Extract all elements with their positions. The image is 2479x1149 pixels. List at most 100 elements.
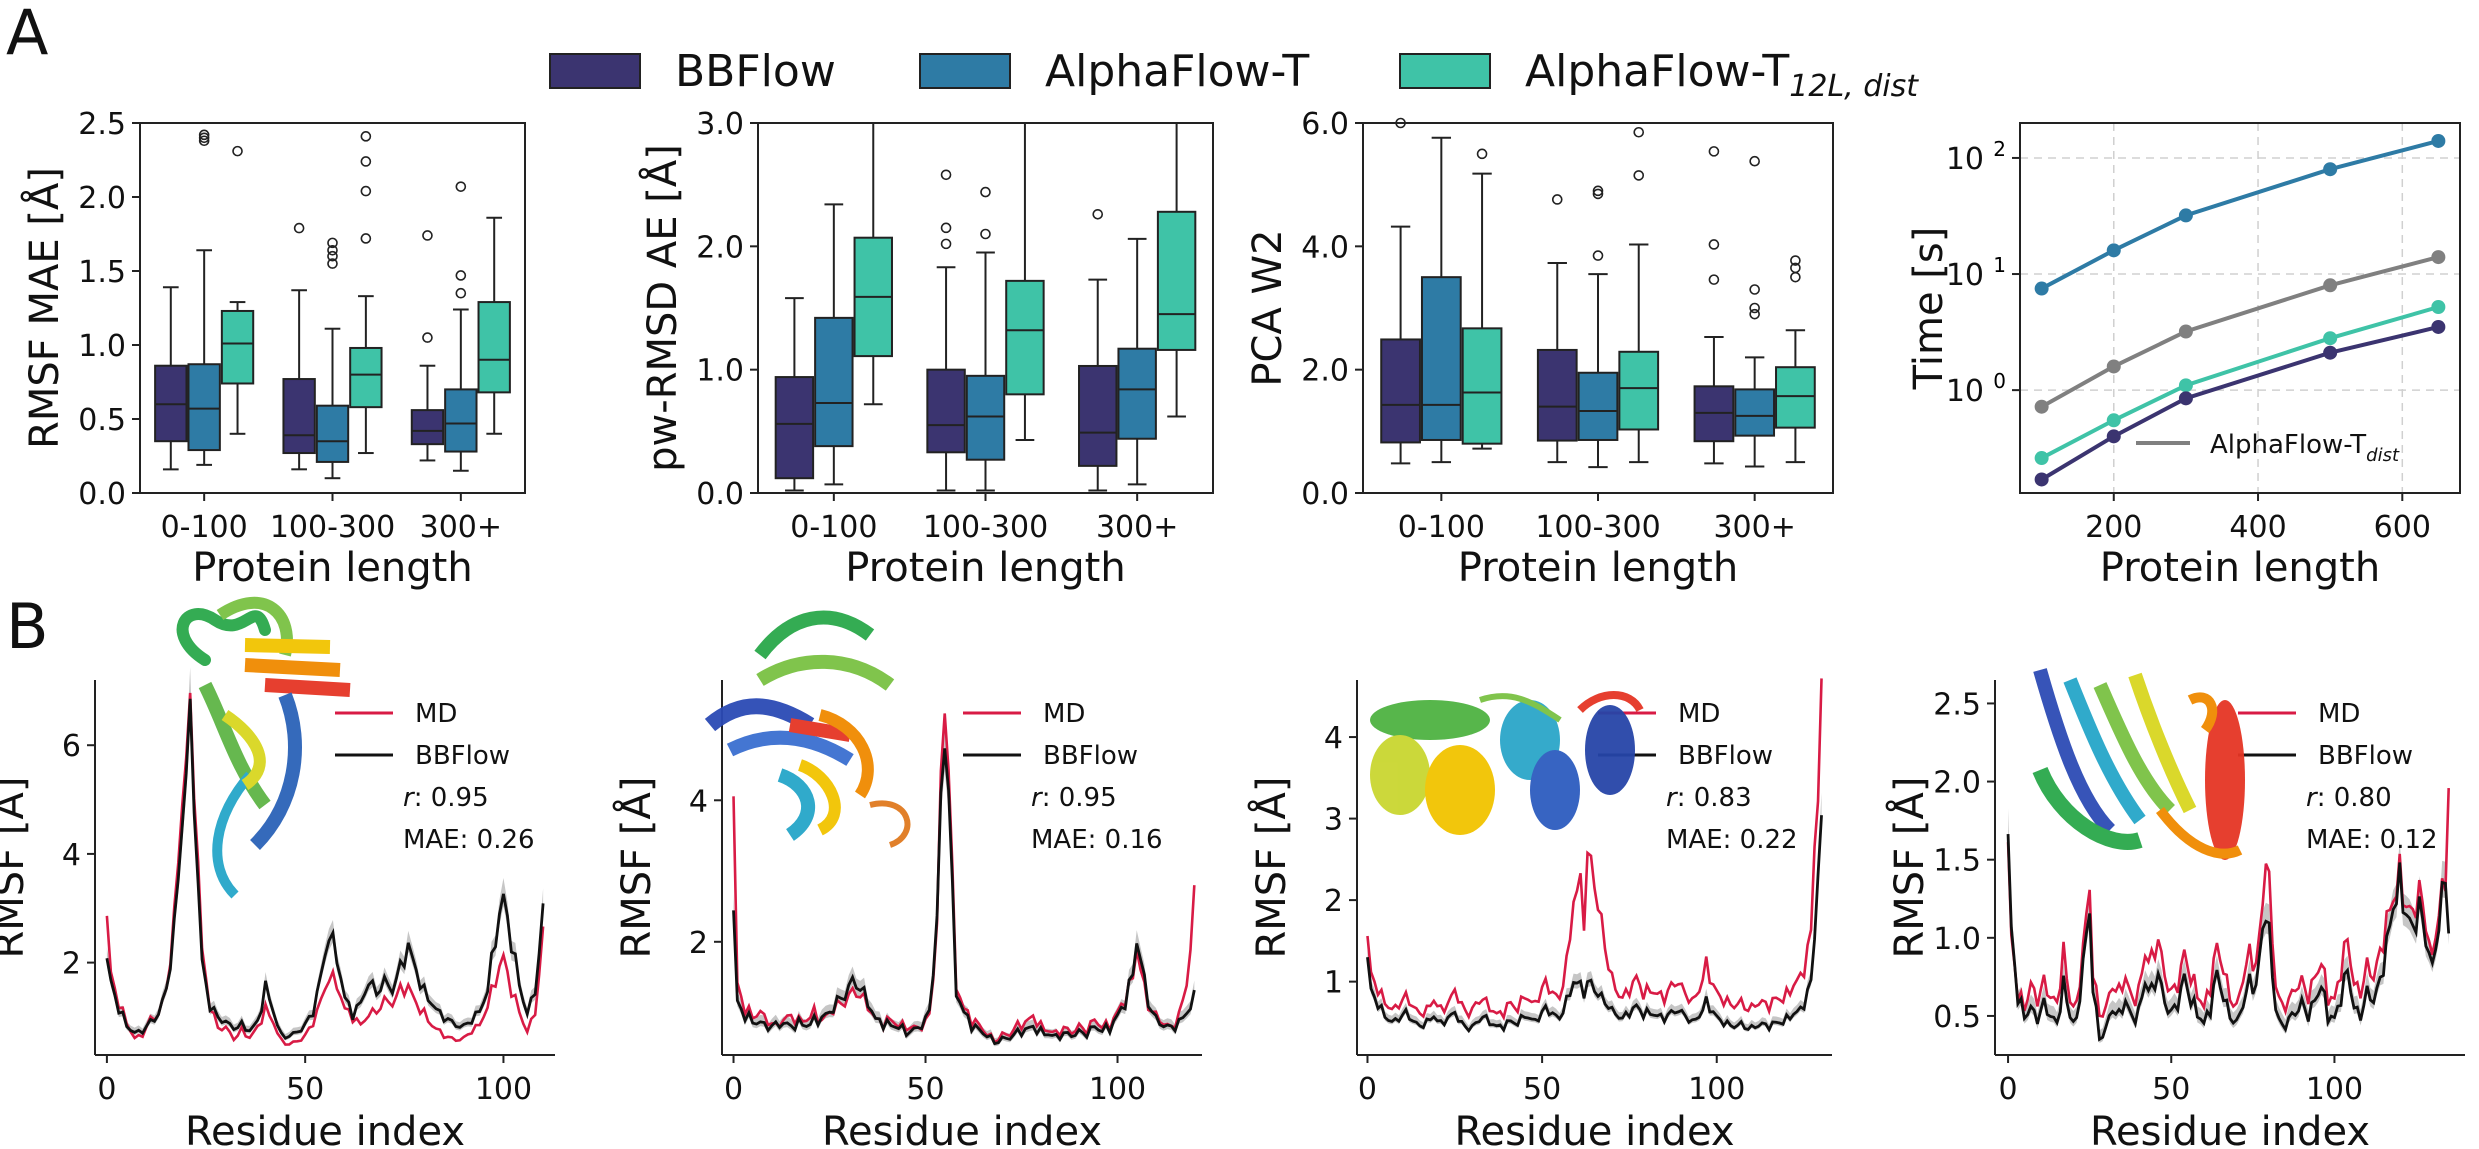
rmsf1-stat-r: r: 0.95 [403, 783, 489, 813]
rmsf4-legend-md-label: MD [2318, 699, 2360, 729]
pca_w2-BBFlow-1-flier-0 [1551, 194, 1563, 205]
rmsf_mae-ytick-label-5: 2.5 [78, 107, 126, 142]
pca_w2-AlphaFlowT-2-box [1734, 388, 1776, 437]
time-ytick-exp-2: 2 [1993, 137, 2006, 161]
pca_w2-AlphaFlowT-0-box [1420, 276, 1462, 441]
pw_rmsd_ae-xtick-label-2: 300+ [1096, 510, 1178, 545]
rmsf_mae-AlphaFlowT-1-flier-0 [327, 258, 338, 269]
time-series-AlphaFlowT-point-3 [2323, 162, 2338, 177]
rmsf3-legend-md-label: MD [1678, 699, 1720, 729]
pca_w2-BBFlow-1-box [1536, 348, 1578, 442]
pw_rmsd_ae-BBFlow-2-flier-0 [1092, 208, 1104, 220]
rmsf2-ylabel: RMSF [Å] [612, 777, 660, 959]
rmsf2-bbflow-line [732, 748, 1196, 1046]
rmsf_mae-AlphaFlowT12Ldist-1-box [349, 346, 383, 409]
rmsf3-ytick-label-0: 1 [1324, 966, 1343, 1001]
time-xlabel: Protein length [2100, 545, 2380, 591]
pca_w2-ytick-label-0: 0.0 [1301, 477, 1349, 512]
pca_w2-ytick-label-1: 2.0 [1301, 354, 1349, 389]
time-ytick-label-2: 10 [1946, 142, 1984, 177]
pw_rmsd_ae-AlphaFlowT12Ldist-1-box [1005, 279, 1045, 396]
legend-swatch-2 [1399, 53, 1491, 89]
rmsf_mae-ytick-label-2: 1.0 [78, 329, 126, 364]
time-series-AlphaFlowT-line [2040, 139, 2439, 291]
rmsf1-stat-mae: MAE: 0.26 [403, 825, 535, 855]
rmsf_mae-BBFlow-1-box [282, 378, 316, 455]
rmsf1-bbflow-line [105, 698, 545, 1041]
time-legend-label: AlphaFlow-Tdist [2210, 430, 2400, 466]
rmsf3-bbflow-band [1367, 792, 1822, 1034]
pw_rmsd_ae-xlabel: Protein length [845, 545, 1125, 591]
rmsf4-legend-bbflow-label: BBFlow [2318, 741, 2413, 771]
rmsf_mae-xlabel: Protein length [192, 545, 472, 591]
rmsf_mae-AlphaFlowT12Ldist-1-flier-2 [360, 156, 372, 167]
rmsf3-stat-mae: MAE: 0.22 [1666, 825, 1798, 855]
pca_w2-AlphaFlowT12Ldist-2-flier-1 [1790, 262, 1801, 274]
pca_w2-AlphaFlowT-1-flier-0 [1592, 250, 1604, 261]
time-series-AlphaFlowTdist-point-1 [2106, 359, 2121, 374]
time-ytick-exp-1: 1 [1993, 253, 2006, 277]
pca_w2-xtick-label-1: 100-300 [1535, 510, 1660, 545]
time-xtick-label-1: 400 [2229, 510, 2286, 545]
rmsf1-legend-bbflow-label: BBFlow [415, 741, 510, 771]
rmsf2-xtick-label-1: 50 [906, 1072, 944, 1107]
rmsf_mae-ylabel: RMSF MAE [Å] [20, 167, 68, 449]
pw_rmsd_ae-BBFlow-1-box [926, 368, 966, 454]
pw_rmsd_ae-AlphaFlowT-1-flier-1 [980, 186, 991, 198]
rmsf3-ytick-label-2: 3 [1324, 803, 1343, 838]
pca_w2-AlphaFlowT12Ldist-0-box [1461, 327, 1503, 445]
rmsf_mae-AlphaFlowT12Ldist-0-box [220, 309, 255, 385]
time-xtick-label-0: 200 [2085, 510, 2142, 545]
rmsf3-xtick-label-0: 0 [1358, 1072, 1377, 1107]
rmsf_mae-ytick-label-0: 0.0 [78, 477, 126, 512]
pca_w2-AlphaFlowT-1-flier-1 [1592, 188, 1604, 200]
rmsf4-ytick-label-3: 2.0 [1933, 766, 1981, 801]
pca_w2-AlphaFlowT12Ldist-2-flier-0 [1790, 271, 1801, 283]
rmsf3-md-line [1366, 678, 1823, 1022]
rmsf_mae-AlphaFlowT12Ldist-1-flier-0 [360, 233, 372, 244]
pw_rmsd_ae-ylabel: pw-RMSD AE [Å] [638, 144, 686, 472]
rmsf1-ylabel: RMSF [Å] [0, 777, 33, 959]
pca_w2-ytick-label-2: 4.0 [1301, 230, 1349, 265]
rmsf2-legend-md-label: MD [1043, 699, 1085, 729]
rmsf2-ytick-label-0: 2 [689, 926, 708, 961]
pw_rmsd_ae-ytick-label-2: 2.0 [696, 230, 744, 265]
rmsf2-stat-mae: MAE: 0.16 [1031, 825, 1163, 855]
protein-structure-4-icon [2032, 668, 2245, 860]
pw_rmsd_ae-AlphaFlowT-0-box [814, 316, 854, 448]
rmsf4-ytick-label-2: 1.5 [1933, 844, 1981, 879]
rmsf4-ylabel: RMSF [Å] [1885, 777, 1933, 959]
rmsf3-xtick-label-1: 50 [1523, 1072, 1561, 1107]
rmsf3-stat-r: r: 0.83 [1666, 783, 1752, 813]
legend-label-2: AlphaFlow-T12L, dist [1525, 46, 1919, 104]
rmsf4-xtick-label-1: 50 [2152, 1072, 2190, 1107]
rmsf_mae-ytick-label-4: 2.0 [78, 181, 126, 216]
time-vs-length-plot: 200 400 600 10 0 10 1 10 2 AlphaFlow-Tdist Protein… [1906, 122, 2461, 591]
time-series-BBFlow-point-2 [2178, 391, 2193, 406]
rmsf4-bbflow-band [2008, 808, 2449, 1044]
pca_w2-AlphaFlowT12Ldist-1-flier-0 [1633, 170, 1645, 181]
rmsf4-bbflow-line [2006, 834, 2451, 1042]
rmsf_mae-AlphaFlowT-2-box [444, 388, 478, 453]
rmsf2-stat-r: r: 0.95 [1031, 783, 1117, 813]
pw_rmsd_ae-BBFlow-0-box [774, 376, 815, 480]
rmsf_mae-AlphaFlowT12Ldist-2-box [477, 301, 511, 394]
rmsf-mae-boxplot: 0.0 0.5 1.0 1.5 2.0 2.5 0-100 100-300 300+Protei… [20, 107, 526, 591]
rmsf-profile-3: 0 50 100 1 2 3 4 MD BBFlow r: 0.83 MAE: 0.22 Residu… [1247, 678, 1832, 1149]
time-series-AlphaFlowT12Ldist-point-0 [2034, 451, 2049, 466]
time-series-AlphaFlowT-point-2 [2178, 208, 2193, 223]
protein-structure-2-icon [704, 610, 911, 848]
rmsf3-legend-bbflow-label: BBFlow [1678, 741, 1773, 771]
rmsf1-xtick-label-0: 0 [97, 1072, 116, 1107]
pw_rmsd_ae-AlphaFlowT-1-flier-0 [980, 228, 991, 240]
pca_w2-AlphaFlowT-1-box [1577, 371, 1619, 441]
pw_rmsd_ae-AlphaFlowT-2-box [1117, 347, 1157, 440]
time-series-AlphaFlowT-point-4 [2431, 133, 2446, 148]
rmsf-profile-2: 0 50 100 2 4 MD BBFlow r: 0.95 MAE: 0.16 Residue … [612, 680, 1202, 1149]
legend-label-0: BBFlow [675, 46, 836, 97]
rmsf_mae-BBFlow-2-flier-0 [422, 332, 433, 343]
rmsf_mae-AlphaFlowT-0-flier-0 [198, 135, 210, 147]
pca_w2-xtick-label-2: 300+ [1713, 510, 1795, 545]
rmsf_mae-AlphaFlowT-2-flier-0 [455, 287, 467, 299]
